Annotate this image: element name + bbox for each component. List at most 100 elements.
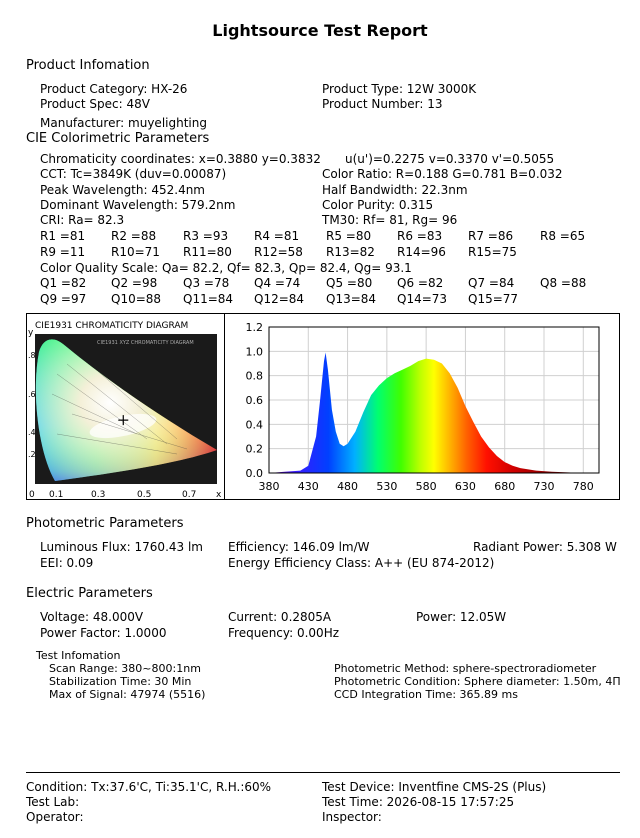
- q-value: Q9 =97: [40, 292, 87, 306]
- product-category: Product Category: HX-26: [40, 82, 188, 96]
- voltage: Voltage: 48.000V: [40, 610, 144, 624]
- electric-heading: Electric Parameters: [26, 586, 153, 601]
- x-tick-label: 0.5: [137, 490, 151, 499]
- manufacturer: Manufacturer: muyelighting: [40, 116, 207, 130]
- y-tick-label: 0.0: [246, 467, 264, 480]
- power: Power: 12.05W: [416, 610, 507, 624]
- r-value: R9 =11: [40, 245, 86, 259]
- spectrum-plot-frame: [268, 326, 600, 474]
- q-value: Q6 =82: [397, 276, 444, 290]
- cri: CRI: Ra= 82.3: [40, 213, 125, 227]
- x-axis-ticks: 380 430 480 530 580 630 680 730 780: [259, 480, 594, 493]
- photometric-method: Photometric Method: sphere-spectroradiom…: [334, 662, 597, 675]
- r-value: R15=75: [468, 245, 517, 259]
- photometric-condition: Photometric Condition: Sphere diameter: …: [334, 675, 621, 688]
- r-value: R12=58: [254, 245, 303, 259]
- q-value: Q14=73: [397, 292, 448, 306]
- chromaticity-point-marker: [118, 415, 129, 426]
- q-value: Q4 =74: [254, 276, 301, 290]
- q-value: Q1 =82: [40, 276, 87, 290]
- r-value: R6 =83: [397, 229, 443, 243]
- spectrum-chart: 0.0 0.2 0.4 0.6 0.8 1.0 1.2 380 430 480 530 580 630…: [246, 321, 600, 493]
- report-title: Lightsource Test Report: [212, 21, 428, 40]
- x-tick-label: 480: [337, 480, 358, 493]
- frequency: Frequency: 0.00Hz: [228, 626, 340, 640]
- photometric-heading: Photometric Parameters: [26, 516, 184, 531]
- r-value: R7 =86: [468, 229, 514, 243]
- r-value: R1 =81: [40, 229, 86, 243]
- q-value: Q8 =88: [540, 276, 587, 290]
- q-value: Q2 =98: [111, 276, 158, 290]
- x-tick-label: 730: [534, 480, 555, 493]
- r-value: R5 =80: [326, 229, 372, 243]
- y-tick-label: .8: [28, 351, 36, 360]
- test-device: Test Device: Inventfine CMS-2S (Plus): [322, 780, 547, 794]
- x-tick-label: 0.7: [182, 490, 196, 499]
- y-tick-label: 1.2: [246, 321, 264, 334]
- x-tick-label: 0.3: [91, 490, 105, 499]
- x-axis-label: x: [216, 490, 222, 499]
- test-condition: Condition: Tx:37.6'C, Ti:35.1'C, R.H.:60…: [26, 780, 272, 794]
- cct: CCT: Tc=3849K (duv=0.00087): [40, 167, 227, 181]
- tm30: TM30: Rf= 81, Rg= 96: [322, 213, 458, 227]
- r-value: R10=71: [111, 245, 160, 259]
- r-value: R2 =88: [111, 229, 157, 243]
- x-tick-label: 580: [416, 480, 437, 493]
- y-tick-label: 0.2: [246, 443, 264, 456]
- x-tick-label: 680: [494, 480, 515, 493]
- y-axis-label: y: [28, 328, 34, 338]
- footer-divider: [26, 772, 620, 773]
- energy-efficiency-class: Energy Efficiency Class: A++ (EU 874-201…: [228, 556, 495, 570]
- uv-coordinates: u(u')=0.2275 v=0.3370 v'=0.5055: [345, 152, 555, 166]
- dominant-wavelength: Dominant Wavelength: 579.2nm: [40, 198, 236, 212]
- product-heading: Product Infomation: [26, 58, 150, 73]
- luminous-flux: Luminous Flux: 1760.43 lm: [40, 540, 203, 554]
- peak-wavelength: Peak Wavelength: 452.4nm: [40, 183, 205, 197]
- operator: Operator:: [26, 810, 84, 824]
- half-bandwidth: Half Bandwidth: 22.3nm: [322, 183, 468, 197]
- stabilization-time: Stabilization Time: 30 Min: [49, 675, 192, 688]
- y-tick-label: 0.6: [246, 394, 264, 407]
- y-tick-label: 0.4: [246, 418, 264, 431]
- q-value: Q10=88: [111, 292, 162, 306]
- x-tick-label: 0: [29, 490, 35, 499]
- x-tick-label: 0.1: [49, 490, 63, 499]
- color-purity: Color Purity: 0.315: [322, 198, 434, 212]
- q-value: Q11=84: [183, 292, 234, 306]
- spectrum-area: [269, 352, 599, 473]
- q-value: Q15=77: [468, 292, 519, 306]
- current: Current: 0.2805A: [228, 610, 332, 624]
- y-tick-label: 1.0: [246, 345, 264, 358]
- q-value: Q3 =78: [183, 276, 230, 290]
- cie-heading: CIE Colorimetric Parameters: [26, 131, 210, 146]
- y-tick-label: 0.8: [246, 370, 264, 383]
- efficiency: Efficiency: 146.09 lm/W: [228, 540, 370, 554]
- y-tick-label: .6: [28, 390, 36, 399]
- test-time: Test Time: 2026-08-15 17:57:25: [322, 795, 515, 809]
- x-tick-label: 430: [298, 480, 319, 493]
- r-value: R4 =81: [254, 229, 300, 243]
- cie-chromaticity-diagram: CIE1931 CHROMATICITY DIAGRAM CIE1931 XYZ…: [28, 321, 222, 499]
- charts-panel: CIE1931 CHROMATICITY DIAGRAM CIE1931 XYZ…: [26, 313, 620, 500]
- x-tick-label: 630: [455, 480, 476, 493]
- radiant-power: Radiant Power: 5.308 W: [473, 540, 617, 554]
- eei: EEI: 0.09: [40, 556, 94, 570]
- r-value: R8 =65: [540, 229, 586, 243]
- r-value: R14=96: [397, 245, 446, 259]
- test-lab: Test Lab:: [26, 795, 80, 809]
- r-value: R13=82: [326, 245, 375, 259]
- chromaticity-coordinates: Chromaticity coordinates: x=0.3880 y=0.3…: [40, 152, 321, 166]
- test-info-heading: Test Infomation: [36, 649, 121, 662]
- color-quality-scale: Color Quality Scale: Qa= 82.2, Qf= 82.3,…: [40, 261, 412, 275]
- q-value: Q12=84: [254, 292, 305, 306]
- product-number: Product Number: 13: [322, 97, 443, 111]
- y-tick-label: .2: [28, 450, 36, 459]
- r-value: R3 =93: [183, 229, 229, 243]
- q-value: Q5 =80: [326, 276, 373, 290]
- inspector: Inspector:: [322, 810, 382, 824]
- y-axis-ticks: 0.0 0.2 0.4 0.6 0.8 1.0 1.2: [246, 321, 264, 480]
- x-tick-label: 530: [376, 480, 397, 493]
- ccd-integration-time: CCD Integration Time: 365.89 ms: [334, 688, 518, 701]
- y-tick-label: .4: [28, 428, 36, 437]
- scan-range: Scan Range: 380~800:1nm: [49, 662, 201, 675]
